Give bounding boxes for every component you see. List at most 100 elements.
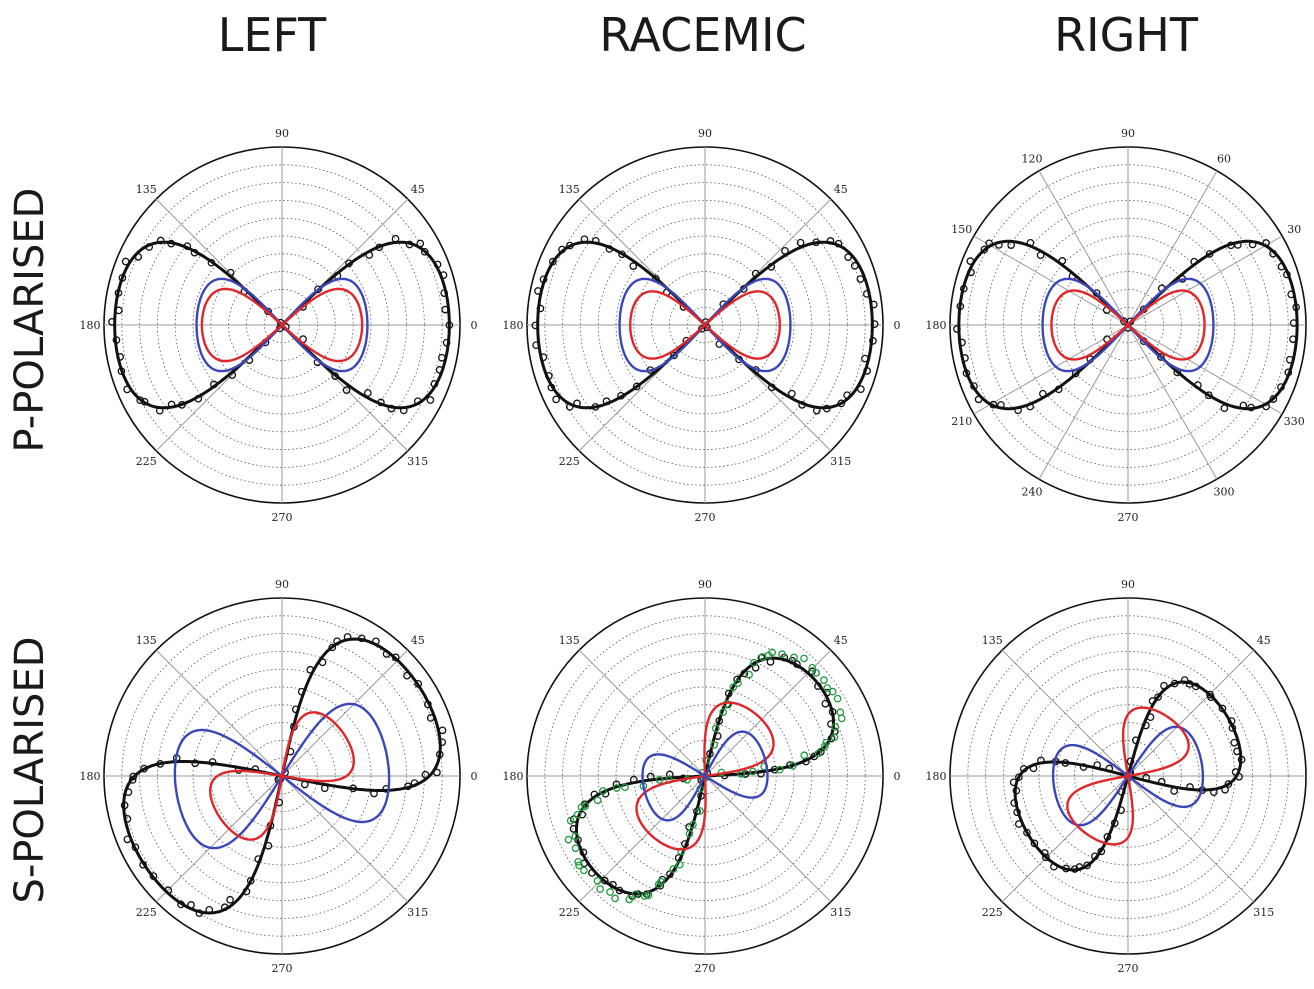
series-green-marker [640,892,649,900]
series-black-marker [145,243,154,251]
theta-tick-label: 180 [80,319,101,332]
angular-grid-line [1038,170,1129,326]
series-black-marker [291,705,300,714]
series-black-marker [1205,250,1214,258]
series-black-marker [569,825,578,833]
angular-grid-line [1001,649,1129,777]
series-black-marker [617,391,625,400]
series-black-marker [1233,747,1241,756]
series-black-marker [612,780,621,789]
series-black-marker [724,689,733,698]
series-black-marker [615,886,624,895]
series-black-marker [997,401,1005,409]
series-black-marker [740,669,749,678]
series-black-marker [1013,808,1021,817]
series-green-marker [822,738,831,747]
series-black-marker [1227,717,1236,725]
series-black-marker [195,909,204,918]
series-black-marker [1262,239,1270,247]
series-black-marker [697,792,705,800]
series-black-marker [591,236,600,245]
series-black-marker [1120,317,1128,326]
series-black-marker [967,268,975,277]
series-green-marker [768,648,776,657]
series-black-marker [207,258,216,267]
theta-tick-label: 45 [834,634,848,647]
series-green-marker [573,810,582,819]
angular-grid-line [578,649,706,777]
series-black-marker [128,776,137,784]
series-black-marker [1062,864,1070,873]
series-black-marker [980,245,989,254]
series-black-marker [1105,764,1114,773]
series-black-marker [117,367,126,375]
theta-tick-label: 270 [272,962,293,975]
series-black-marker [118,274,127,282]
theta-tick-label: 150 [951,223,972,236]
theta-tick-label: 90 [275,127,289,140]
theta-tick-label: 180 [926,319,947,332]
series-black-marker [1218,704,1227,713]
series-black-marker [435,750,444,759]
series-black-marker [588,869,596,877]
series-black-marker [961,354,969,362]
series-black-marker [1010,799,1019,807]
series-black-marker [798,401,806,409]
series-black-marker [404,782,412,791]
series-black-marker [539,353,548,362]
series-black-marker [399,406,408,415]
series-black-marker [108,318,116,326]
series-green-marker [734,679,742,688]
series-black-marker [426,714,435,722]
series-black-marker [314,285,322,294]
series-black-marker [1230,738,1239,747]
series-green-marker [749,767,757,776]
angular-grid-line [1127,235,1283,326]
series-black-marker [121,257,130,266]
series-black-marker [1170,787,1178,795]
series-green-marker [833,694,842,703]
series-black-marker [1070,865,1079,873]
series-black-marker [1142,773,1151,782]
series-black-marker [600,876,609,885]
series-black-marker [1209,788,1218,796]
theta-tick-label: 315 [830,455,851,468]
series-black-marker [140,764,148,773]
series-green-marker [812,669,820,677]
series-black-marker [1224,780,1233,788]
series-black-marker [377,398,385,407]
series-black-marker [1170,679,1179,688]
series-black-marker [438,726,447,735]
series-black-marker [442,338,451,347]
series-black-marker [1015,773,1023,782]
series-black-marker [834,239,843,248]
series-green-marker [675,860,684,869]
series-black-marker [1237,755,1246,764]
theta-tick-label: 45 [1257,634,1271,647]
series-black-marker [254,855,263,863]
series-green-marker [837,714,846,723]
theta-tick-label: 315 [830,906,851,919]
theta-tick-label: 60 [1217,153,1231,166]
series-black-marker [733,675,741,684]
theta-tick-label: 270 [1118,962,1139,975]
series-green-marker [702,756,711,765]
series-black-marker [1277,383,1285,391]
series-black-marker [558,245,566,254]
series-black-marker [439,271,448,279]
series-green-marker [820,676,828,684]
series-black-marker [1097,847,1106,856]
series-black-marker [242,887,251,896]
series-black-marker [735,355,743,364]
series-black-marker [208,758,217,766]
theta-tick-label: 315 [1253,906,1274,919]
series-black-marker [187,901,195,909]
series-black-marker [1194,381,1202,390]
series-black-marker [1042,853,1050,862]
series-black-marker [812,406,821,415]
series-black-marker [342,386,351,394]
series-black-marker [579,848,588,857]
series-black-marker [1012,786,1021,795]
series-black-marker [861,354,869,363]
